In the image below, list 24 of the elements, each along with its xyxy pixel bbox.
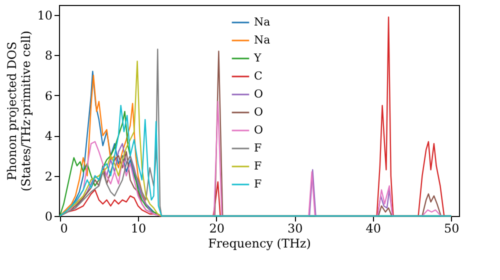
y-tick-label: 10 xyxy=(37,8,52,23)
legend-label: O xyxy=(254,124,264,136)
x-tick-label: 40 xyxy=(366,222,382,236)
x-tick-label: 30 xyxy=(287,222,303,236)
y-tick-label: 2 xyxy=(44,169,52,184)
y-tick-label: 6 xyxy=(44,88,52,103)
x-axis-title: Frequency (THz) xyxy=(208,236,311,250)
y-tick-label: 4 xyxy=(44,129,53,144)
legend-label: C xyxy=(254,70,262,82)
y-axis-title: Phonon projected DOS (States/THz·primitive cell) xyxy=(5,30,34,192)
x-tick-label: 50 xyxy=(444,222,460,236)
legend-label: Na xyxy=(254,34,271,46)
legend-label: O xyxy=(254,106,264,118)
legend-label: Y xyxy=(253,52,262,64)
legend-label: Na xyxy=(254,16,271,28)
legend-label: F xyxy=(254,178,262,190)
x-tick-label: 20 xyxy=(209,222,224,236)
legend-label: F xyxy=(254,142,262,154)
legend-label: O xyxy=(254,88,264,100)
x-tick-label: 0 xyxy=(60,222,68,236)
legend-label: F xyxy=(254,160,262,172)
y-tick-label: 8 xyxy=(44,48,52,63)
y-tick-label: 0 xyxy=(44,210,52,224)
x-tick-label: 10 xyxy=(130,222,146,236)
